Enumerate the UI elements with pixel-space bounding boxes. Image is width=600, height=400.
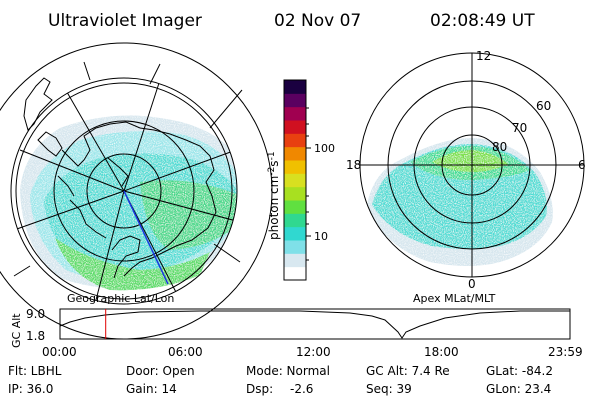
mode-status: Mode: Normal: [246, 364, 330, 378]
left-plot-caption: Geographic Lat/Lon: [67, 292, 174, 305]
colorbar-band: [284, 200, 306, 214]
altitude-tick-9: 9.0: [26, 307, 45, 321]
instrument-title: Ultraviolet Imager: [48, 11, 202, 31]
right-aurora-image: [366, 138, 553, 266]
mlat-label-80: 80: [492, 140, 507, 154]
colorbar-band: [284, 253, 306, 268]
colorbar-band: [284, 120, 306, 134]
colorbar-band: [284, 160, 306, 174]
colorbar-band: [284, 240, 306, 254]
ip-status: IP: 36.0: [8, 382, 53, 396]
altitude-tick-1-8: 1.8: [26, 329, 45, 343]
status-block: Flt: LBHL Door: Open Mode: Normal GC Alt…: [8, 364, 553, 396]
time-tick-1800: 18:00: [424, 345, 459, 359]
dsp-label: Dsp:: [246, 382, 273, 396]
colorbar-band: [284, 146, 306, 161]
time-tick-0000: 00:00: [42, 345, 77, 359]
coastline-lines: [23, 77, 217, 279]
colorbar-band: [284, 213, 306, 228]
magnetic-plot: 12 18 6 0 60 70 80 Apex MLat/MLT: [346, 49, 586, 305]
time-label: 02:08:49 UT: [430, 11, 535, 31]
mlat-label-70: 70: [512, 121, 527, 135]
colorbar-band: [284, 80, 306, 94]
colorbar-band: [284, 93, 306, 108]
colorbar-band: [284, 173, 306, 188]
colorbar-band: [284, 186, 306, 201]
altitude-frame: [59, 308, 571, 340]
date-label: 02 Nov 07: [274, 11, 361, 31]
altitude-axis-label: GC Alt: [10, 313, 23, 348]
terminator-line: [123, 190, 169, 285]
dsp-value: -2.6: [290, 382, 313, 396]
filter-status: Flt: LBHL: [8, 364, 62, 378]
colorbar-gradient: [284, 80, 306, 281]
mlt-label-12: 12: [476, 49, 491, 63]
left-aurora-image: [20, 115, 237, 291]
time-tick-2359: 23:59: [548, 345, 583, 359]
time-tick-0600: 06:00: [168, 345, 203, 359]
glon-status: GLon: 23.4: [486, 382, 551, 396]
colorbar-band: [284, 133, 306, 148]
colorbar-band: [284, 106, 306, 121]
mlt-label-0: 0: [468, 277, 476, 291]
altitude-curve: [59, 310, 570, 339]
gc-alt-status: GC Alt: 7.4 Re: [366, 364, 450, 378]
gain-status: Gain: 14: [126, 382, 177, 396]
colorbar-band: [284, 226, 306, 241]
colorbar-tick-100: 100: [314, 142, 335, 155]
glat-status: GLat: -84.2: [486, 364, 553, 378]
colorbar-band: [284, 266, 306, 281]
seq-status: Seq: 39: [366, 382, 412, 396]
right-plot-caption: Apex MLat/MLT: [413, 292, 496, 305]
door-status: Door: Open: [126, 364, 195, 378]
mlt-label-18: 18: [346, 158, 361, 172]
colorbar-label: photon cm-2s-1: [267, 151, 281, 240]
colorbar-tick-10: 10: [314, 230, 328, 243]
altitude-panel: GC Alt 9.0 1.8 00:00 06:00 12:00 18:00 2…: [10, 307, 583, 359]
geographic-plot: Geographic Lat/Lon: [0, 42, 273, 340]
mlt-label-6: 6: [578, 158, 586, 172]
colorbar: 100 10 photon cm-2s-1: [267, 79, 335, 281]
time-tick-1200: 12:00: [296, 345, 331, 359]
mlat-label-60: 60: [536, 99, 551, 113]
